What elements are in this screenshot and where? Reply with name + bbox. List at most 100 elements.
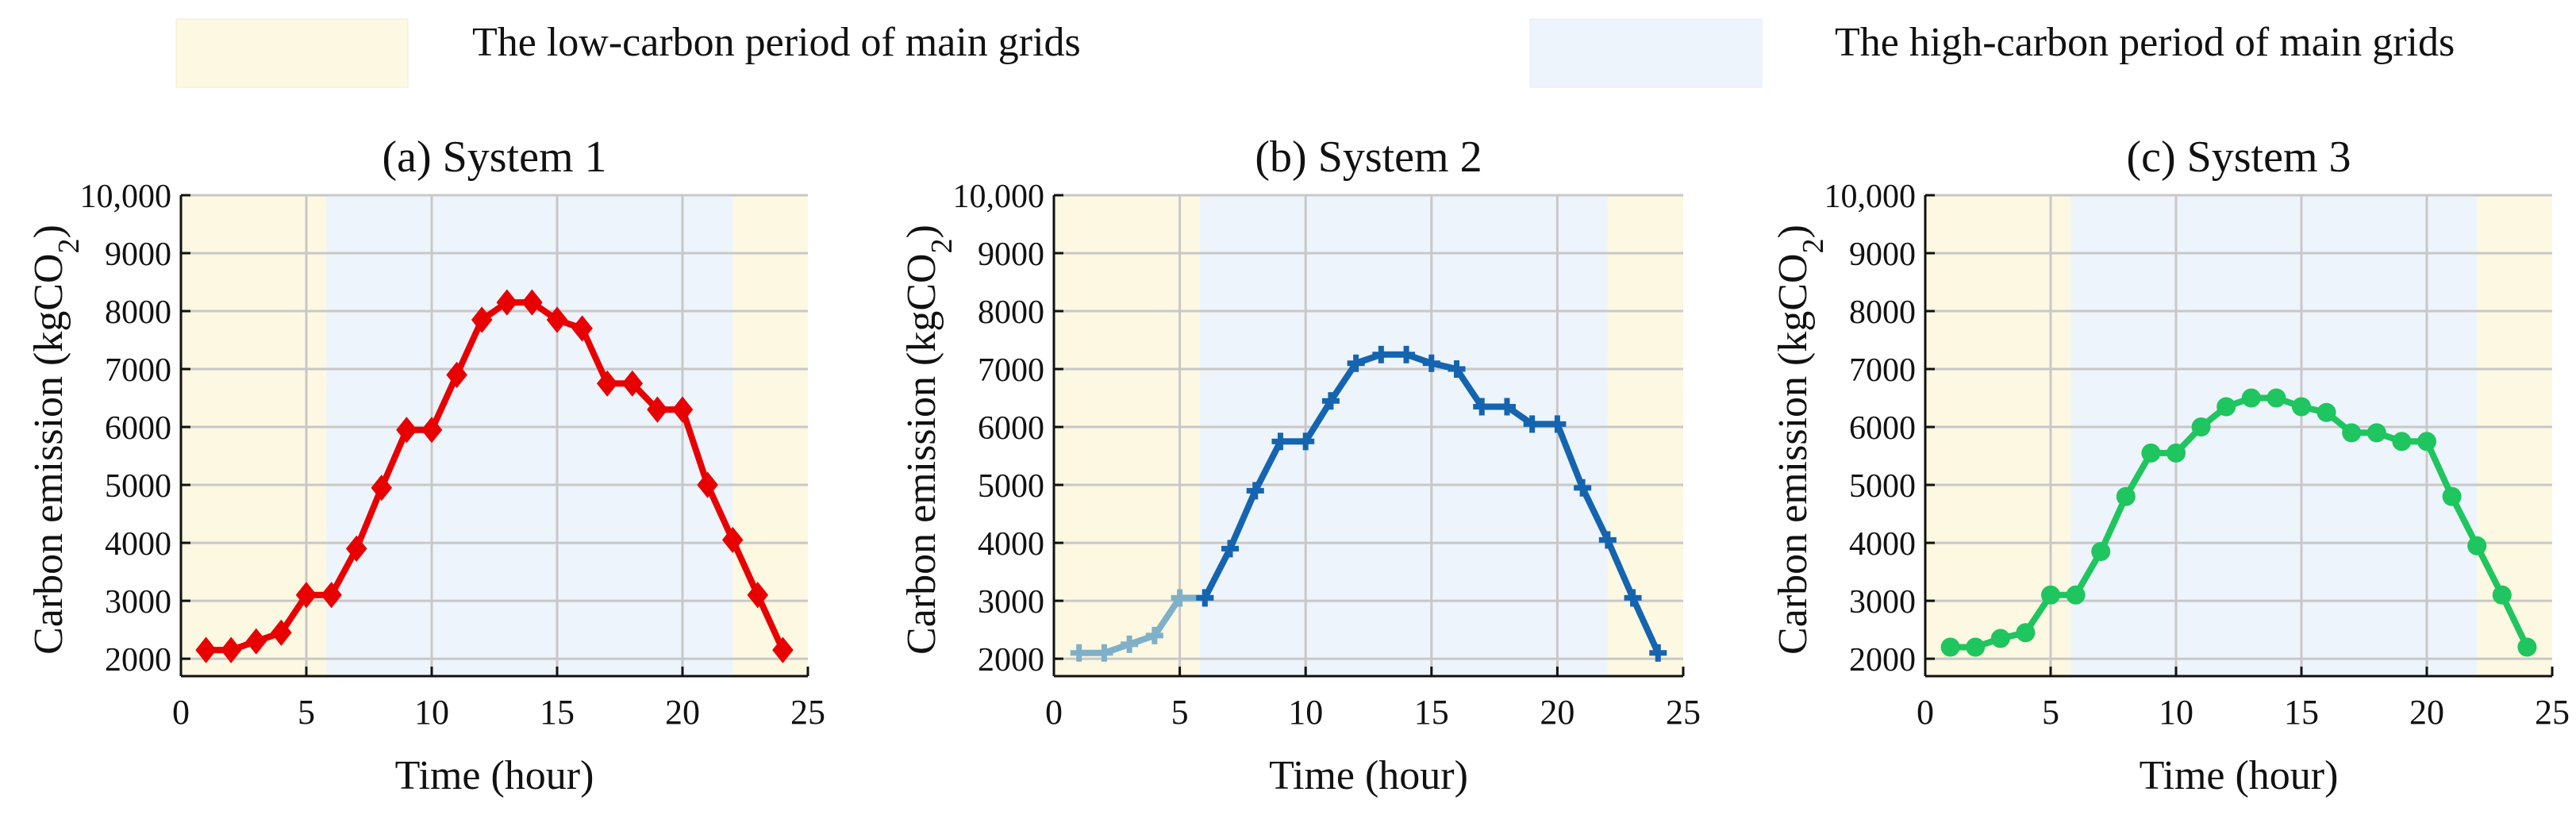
data-point <box>2392 432 2412 452</box>
data-point <box>1624 589 1642 607</box>
low-carbon-band <box>732 195 808 676</box>
chart-panel-3: 0 5 10 15 20 25 2000 3000 4000 5000 6000 7000 8000 90… <box>1771 133 2570 798</box>
data-point <box>2342 423 2362 443</box>
y-tick-label: 7000 <box>105 352 171 389</box>
data-point <box>2016 623 2036 643</box>
data-point <box>671 396 694 423</box>
chart-title: (c) System 3 <box>2126 133 2351 182</box>
data-point <box>1940 637 1960 657</box>
low-carbon-band <box>1607 195 1683 676</box>
data-point <box>1271 432 1290 451</box>
data-point <box>1398 345 1416 363</box>
x-tick-label: 0 <box>172 693 190 732</box>
data-point <box>1990 629 2010 648</box>
data-point <box>647 396 668 423</box>
y-axis-label: Carbon emission (kgCO2) <box>899 225 959 655</box>
data-point <box>2492 585 2512 605</box>
y-axis-label: Carbon emission (kgCO2) <box>1771 225 1830 655</box>
data-point <box>2217 397 2236 417</box>
data-point <box>245 628 267 655</box>
x-tick-label: 25 <box>1666 693 1701 732</box>
data-point <box>471 306 493 333</box>
y-tick-label: 10,000 <box>953 179 1045 215</box>
data-point <box>1321 392 1340 410</box>
y-tick-label: 7000 <box>1849 352 1916 389</box>
data-point <box>2517 637 2537 657</box>
data-point <box>2167 443 2186 463</box>
x-tick-label: 15 <box>540 693 575 732</box>
data-point <box>1070 644 1088 662</box>
data-point <box>1145 626 1163 644</box>
data-point <box>1121 635 1139 653</box>
y-tick-label: 2000 <box>978 642 1044 679</box>
legend-label-low-carbon: The low-carbon period of main grids <box>472 20 1081 65</box>
y-tick-label: 9000 <box>105 236 171 273</box>
data-point <box>2366 423 2386 443</box>
data-point <box>1498 398 1516 416</box>
data-point <box>697 471 718 498</box>
data-point <box>321 582 342 609</box>
data-point <box>2442 486 2462 506</box>
data-point <box>571 315 593 342</box>
y-tick-label: 8000 <box>1849 294 1916 331</box>
data-point <box>1523 415 1541 433</box>
data-point <box>2141 443 2161 463</box>
x-tick-label: 5 <box>298 693 315 732</box>
y-tick-label: 2000 <box>1849 642 1916 679</box>
data-point <box>1422 354 1440 372</box>
low-carbon-band <box>2477 195 2552 676</box>
y-tick-label: 9000 <box>1849 236 1916 273</box>
y-tick-label: 3000 <box>978 584 1044 621</box>
data-point <box>2116 486 2136 506</box>
data-point <box>1246 482 1264 500</box>
data-point <box>1297 432 1315 451</box>
x-tick-label: 10 <box>2159 693 2193 732</box>
data-point <box>596 370 618 397</box>
data-point <box>371 475 393 502</box>
y-tick-label: 4000 <box>978 526 1044 563</box>
data-point <box>1448 360 1466 379</box>
y-tick-label: 10,000 <box>1824 179 1917 215</box>
data-point <box>195 636 217 663</box>
data-point <box>2417 432 2436 452</box>
chart-title: (a) System 1 <box>382 133 606 182</box>
x-tick-label: 15 <box>1414 693 1449 732</box>
data-point <box>1473 398 1491 416</box>
data-point <box>2091 542 2111 562</box>
x-tick-label: 25 <box>790 693 825 732</box>
y-tick-label: 5000 <box>1849 468 1916 505</box>
data-point <box>1196 589 1214 607</box>
y-tick-label: 6000 <box>978 410 1044 447</box>
data-point <box>1095 644 1113 662</box>
y-tick-label: 2000 <box>105 642 171 679</box>
data-point <box>521 289 543 316</box>
y-tick-label: 8000 <box>978 294 1044 331</box>
data-point <box>271 619 292 646</box>
data-point <box>1649 644 1667 662</box>
y-tick-label: 6000 <box>1849 410 1916 447</box>
data-point <box>621 370 644 397</box>
data-point <box>496 289 518 316</box>
data-point <box>2041 585 2060 605</box>
data-point <box>1574 479 1592 497</box>
x-tick-label: 5 <box>1171 693 1189 732</box>
y-tick-label: 4000 <box>1849 526 1916 563</box>
data-point <box>1372 345 1390 363</box>
data-point <box>421 417 443 444</box>
x-tick-label: 10 <box>1288 693 1323 732</box>
data-point <box>2316 402 2336 422</box>
y-tick-label: 8000 <box>105 294 171 331</box>
high-carbon-band <box>2070 195 2478 676</box>
y-tick-label: 5000 <box>105 468 171 505</box>
x-axis-label: Time (hour) <box>2140 753 2339 798</box>
y-tick-label: 7000 <box>978 352 1044 389</box>
data-point <box>295 582 317 609</box>
chart-panel-2: 0 5 10 15 20 25 2000 3000 4000 5000 6000 7000 8000 90… <box>899 133 1701 798</box>
x-axis-label: Time (hour) <box>1269 753 1468 798</box>
data-point <box>1171 589 1189 607</box>
data-point <box>1598 531 1617 549</box>
data-point <box>2266 388 2286 408</box>
data-point <box>721 526 744 554</box>
data-point <box>2066 585 2086 605</box>
legend-label-high-carbon: The high-carbon period of main grids <box>1835 20 2455 65</box>
